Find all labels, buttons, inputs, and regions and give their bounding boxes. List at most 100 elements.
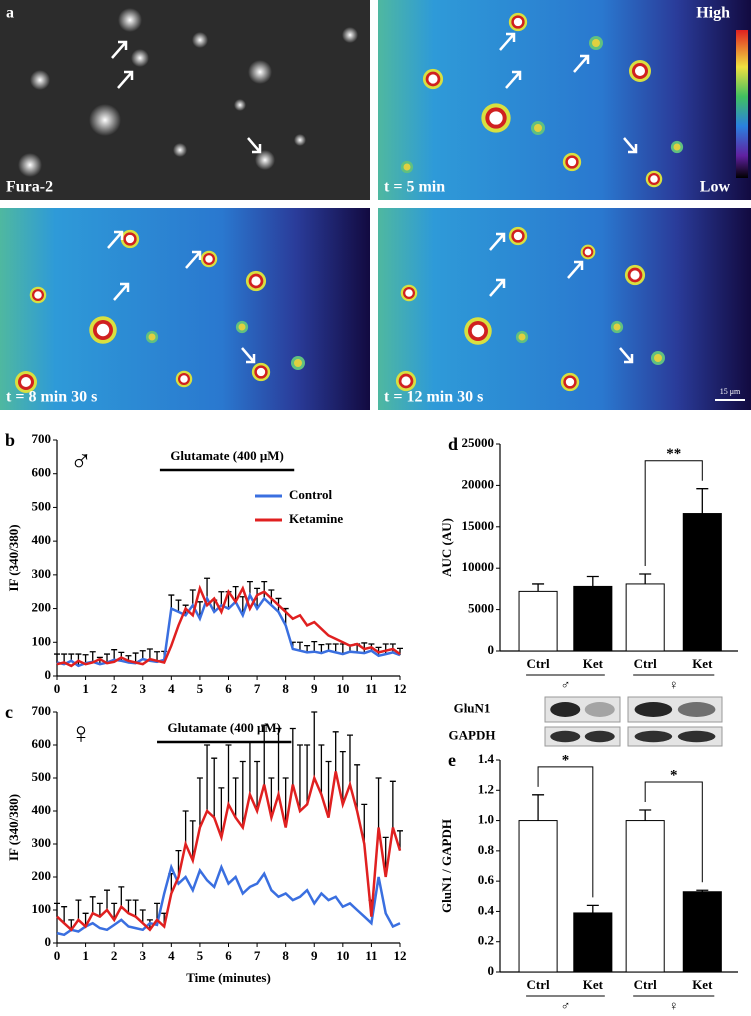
- stimulus-label: Glutamate (400 μM): [170, 448, 284, 463]
- x-tick-label: 1: [82, 948, 89, 963]
- error-bar: [89, 651, 96, 662]
- category-label: Ket: [692, 656, 713, 671]
- y-tick-label: 0: [45, 667, 52, 682]
- error-bar: [296, 744, 303, 811]
- y-axis-label: IF (340/380): [6, 794, 21, 861]
- y-tick-label: 100: [32, 633, 52, 648]
- x-tick-label: 2: [111, 681, 118, 696]
- error-bar: [139, 650, 146, 660]
- blot-band: [550, 702, 581, 717]
- x-tick-label: 11: [365, 948, 377, 963]
- error-bar: [246, 741, 253, 795]
- y-tick-label: 20000: [462, 476, 495, 491]
- error-bar: [118, 886, 125, 907]
- significance-bracket: [537, 766, 594, 898]
- y-tick-label: 0.8: [478, 842, 495, 857]
- series-line: [56, 771, 402, 932]
- error-bar: [111, 649, 118, 660]
- y-axis-label: AUC (AU): [439, 518, 454, 577]
- x-tick-label: 0: [54, 681, 61, 696]
- x-tick-label: 2: [111, 948, 118, 963]
- error-bar: [82, 654, 89, 664]
- y-tick-label: 25000: [462, 435, 495, 450]
- error-bar: [225, 744, 232, 805]
- error-bar: [232, 777, 239, 818]
- y-tick-label: 0: [488, 963, 495, 978]
- arrows: [107, 32, 638, 364]
- error-bar: [639, 573, 652, 584]
- micrograph-12min30s: [378, 208, 751, 410]
- blot-band: [550, 730, 581, 743]
- error-bar: [354, 764, 361, 811]
- group-label: ♂: [561, 998, 571, 1013]
- y-tick-label: 1.4: [478, 751, 495, 766]
- x-tick-label: 8: [282, 681, 289, 696]
- category-label: Ket: [583, 977, 604, 992]
- error-bar: [304, 744, 311, 805]
- x-tick-label: 6: [225, 948, 232, 963]
- error-bar: [54, 653, 60, 663]
- x-tick-label: 4: [168, 948, 175, 963]
- y-tick-label: 0.2: [478, 933, 494, 948]
- x-tick-label: 0: [54, 948, 61, 963]
- error-bar: [239, 760, 246, 828]
- bar: [682, 891, 722, 973]
- error-bar: [254, 760, 261, 811]
- error-bar: [532, 794, 545, 821]
- blot-band: [634, 730, 673, 743]
- group-label: ♀: [669, 998, 679, 1013]
- y-tick-label: 0.6: [478, 872, 495, 887]
- x-axis-label: Time (minutes): [186, 970, 271, 985]
- error-bar: [125, 899, 132, 914]
- error-bar: [218, 591, 225, 606]
- y-tick-label: 400: [32, 802, 52, 817]
- y-axis-label: IF (340/380): [6, 524, 21, 591]
- error-bar: [189, 820, 196, 861]
- bar: [518, 590, 558, 652]
- blot-label: GAPDH: [449, 727, 496, 742]
- blot-band: [677, 702, 716, 717]
- category-label: Ket: [692, 977, 713, 992]
- error-bar: [89, 896, 96, 914]
- bar: [573, 912, 613, 973]
- sex-symbol: ♀: [70, 717, 93, 750]
- blot-band: [584, 702, 615, 717]
- error-bar: [318, 744, 325, 795]
- colorbar-high: High: [696, 5, 730, 22]
- panel-label: c: [5, 702, 13, 722]
- error-bar: [75, 899, 82, 920]
- bar: [682, 513, 722, 652]
- x-tick-label: 8: [282, 948, 289, 963]
- error-bar: [332, 643, 339, 653]
- panel-label: e: [448, 750, 456, 770]
- y-tick-label: 15000: [462, 518, 495, 533]
- error-bar: [586, 575, 599, 587]
- error-bar: [268, 777, 275, 818]
- error-bar: [311, 640, 318, 652]
- significance-label: **: [666, 446, 681, 462]
- y-tick-label: 0: [488, 642, 495, 657]
- image-label: t = 12 min 30 s: [384, 389, 483, 406]
- category-label: Ctrl: [634, 656, 657, 671]
- error-bar: [339, 750, 346, 805]
- legend-label: Ketamine: [289, 511, 343, 526]
- group-label: ♀: [669, 677, 679, 692]
- error-bar: [204, 744, 211, 811]
- blot-band: [634, 702, 673, 717]
- blot-label: GluN1: [454, 700, 491, 715]
- series-line: [56, 584, 401, 668]
- series-line: [56, 863, 401, 937]
- error-bar: [311, 711, 318, 778]
- blot-band: [584, 730, 615, 743]
- y-tick-label: 10000: [462, 559, 495, 574]
- bar: [625, 820, 665, 973]
- significance-label: *: [562, 752, 570, 768]
- series-line: [56, 592, 401, 668]
- micrograph-8min30s: [0, 208, 370, 410]
- bar: [518, 820, 558, 973]
- error-bar: [96, 902, 103, 917]
- error-bar: [211, 757, 218, 818]
- error-bar: [132, 899, 139, 917]
- image-label: Fura-2: [6, 179, 53, 196]
- y-tick-label: 1.2: [478, 781, 494, 796]
